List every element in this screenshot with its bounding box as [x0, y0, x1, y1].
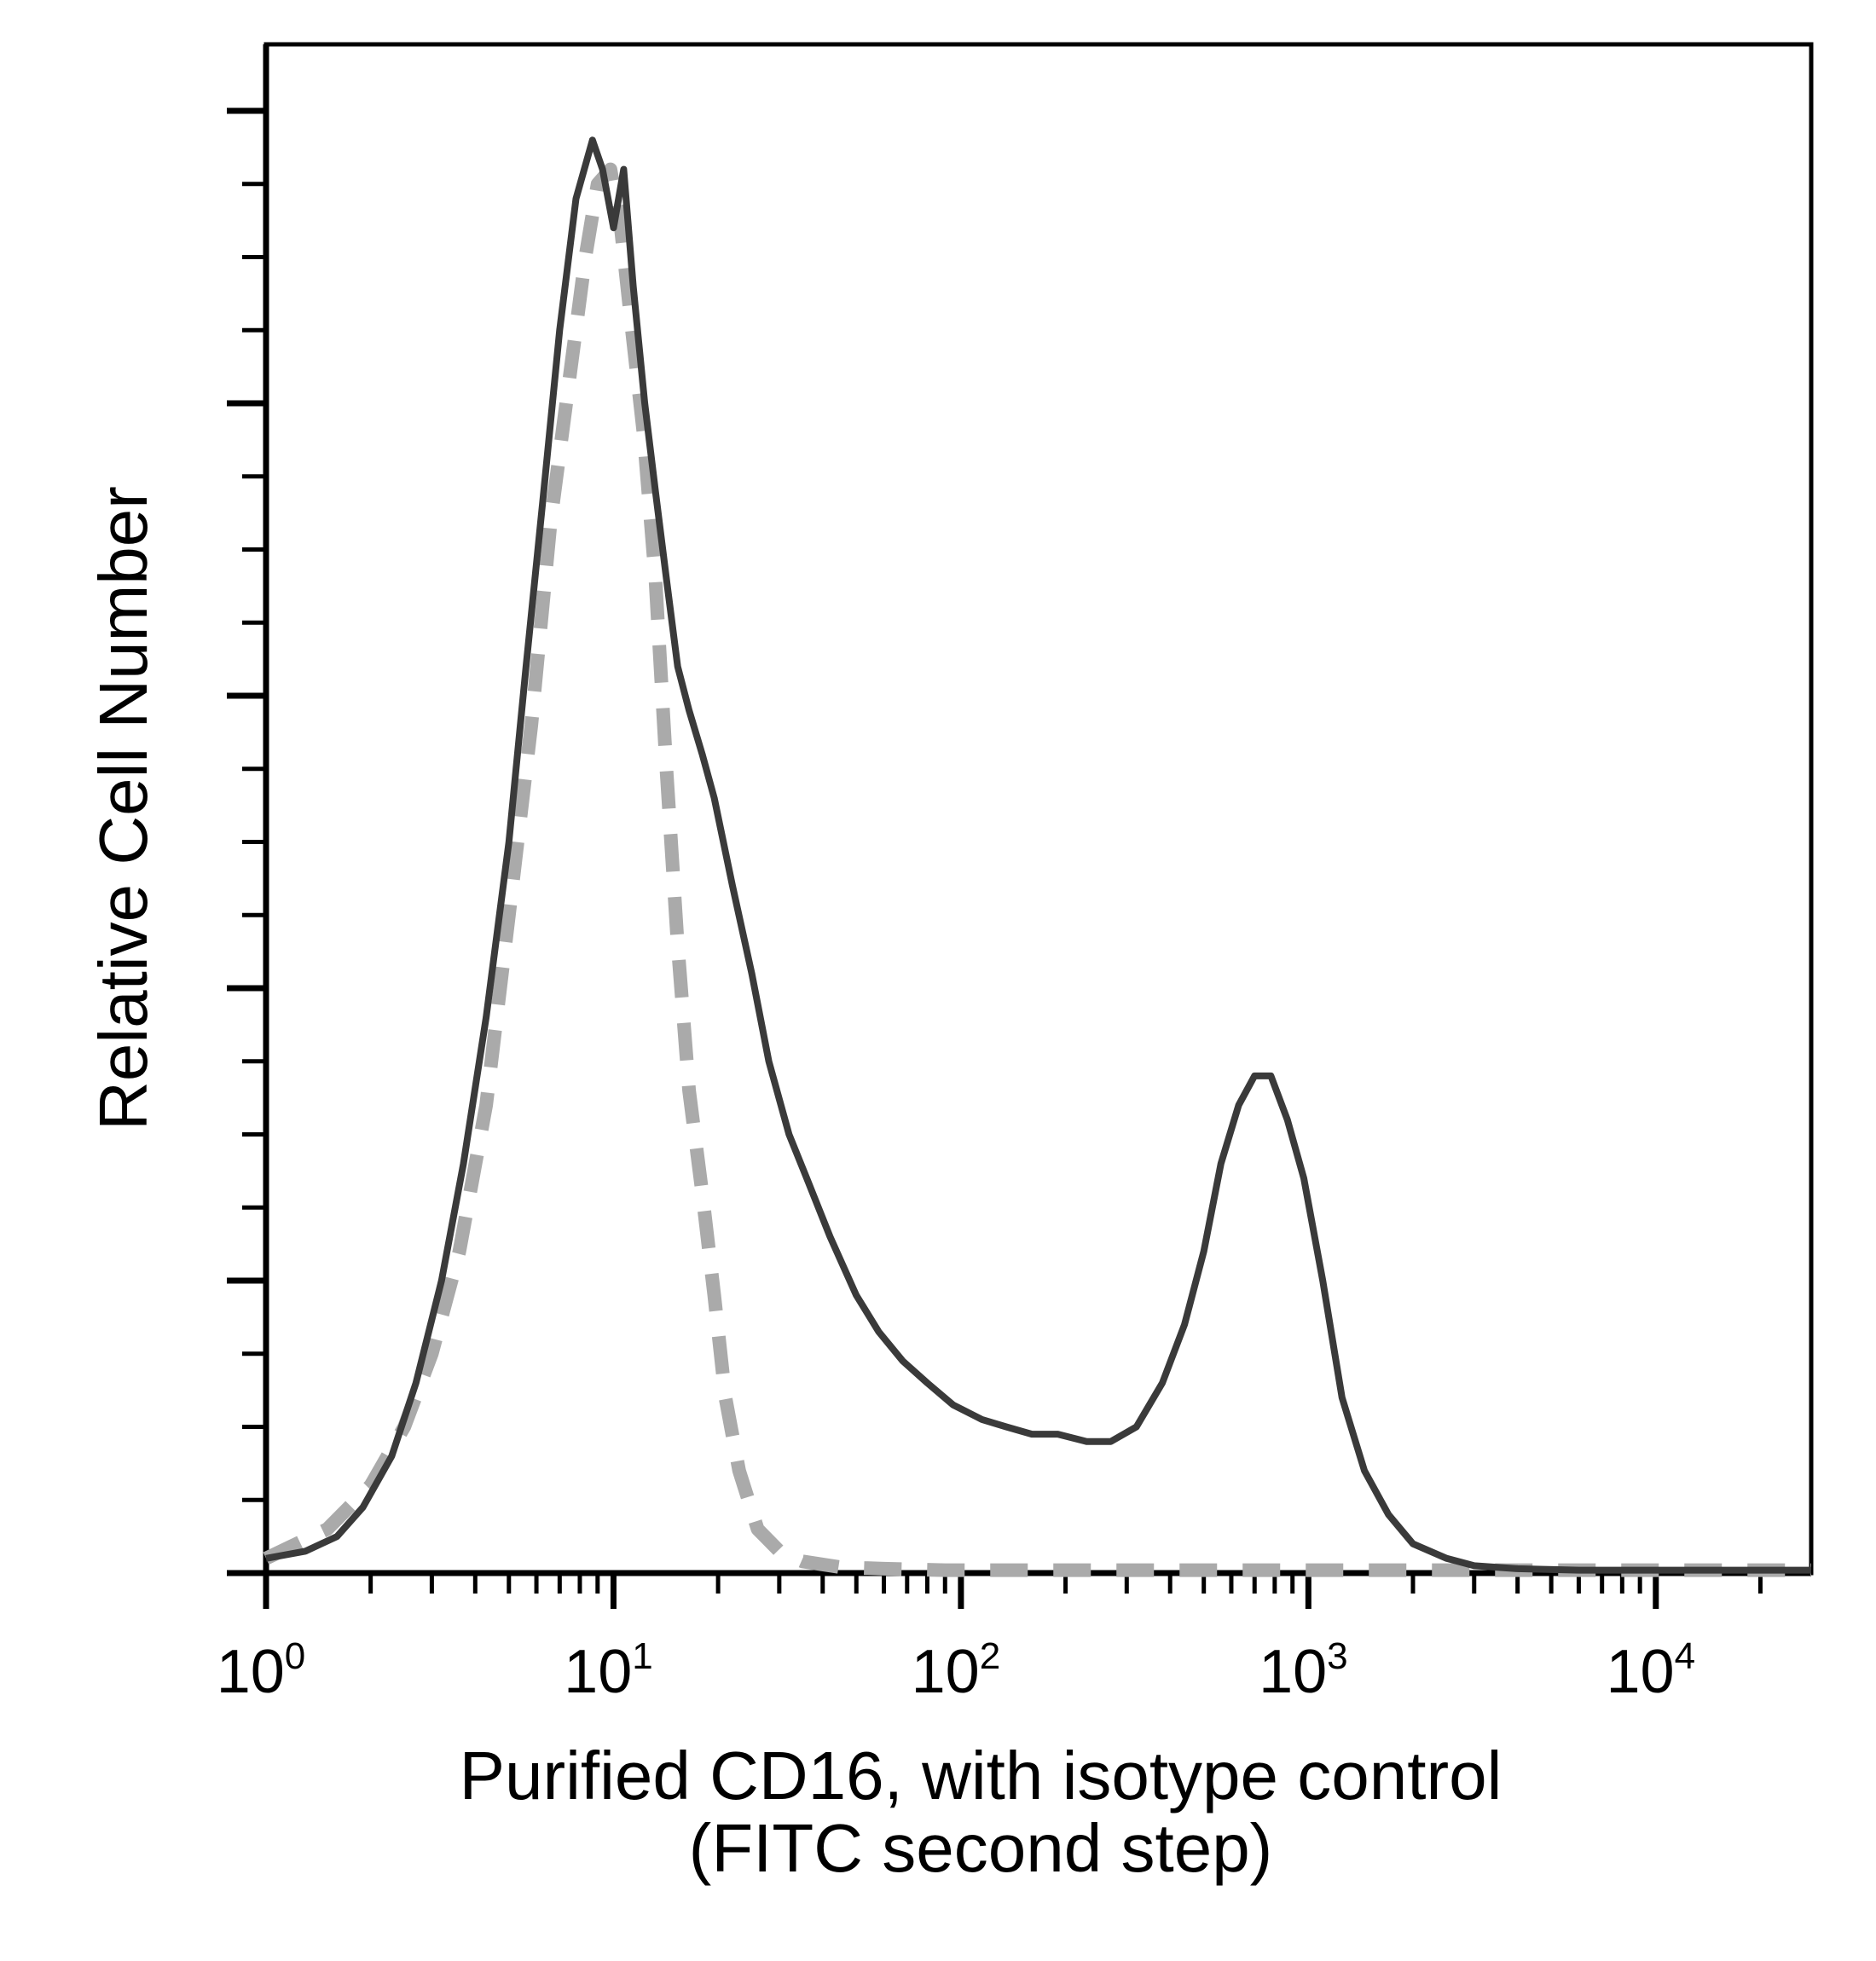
y-axis-ticks: [227, 107, 266, 1576]
x-tick-base: 10: [1259, 1638, 1327, 1706]
x-axis-tick-labels: 100 101 102 103 104: [217, 1635, 1695, 1706]
x-tick-exponent: 2: [980, 1635, 1000, 1677]
x-axis-title-line-1: Purified CD16, with isotype control: [460, 1738, 1503, 1813]
x-axis-title-line-2: (FITC second step): [689, 1810, 1273, 1886]
x-tick-label: 103: [1259, 1635, 1348, 1706]
plot-frame: [263, 42, 1814, 1576]
x-tick-base: 10: [217, 1638, 285, 1706]
x-tick-exponent: 4: [1675, 1635, 1695, 1677]
x-axis-ticks: [263, 1573, 1763, 1609]
x-tick-label: 102: [912, 1635, 1001, 1706]
x-tick-base: 10: [1607, 1638, 1675, 1706]
x-tick-exponent: 0: [285, 1635, 305, 1677]
x-tick-exponent: 3: [1327, 1635, 1347, 1677]
x-tick-base: 10: [912, 1638, 980, 1706]
x-tick-label: 100: [217, 1635, 306, 1706]
x-tick-exponent: 1: [632, 1635, 652, 1677]
y-axis-title: Relative Cell Number: [85, 486, 161, 1131]
isotype-control-curve: [263, 162, 1811, 1577]
series-group: [263, 136, 1811, 1577]
cd16-stained-curve: [265, 136, 1811, 1574]
x-tick-label: 101: [564, 1635, 653, 1706]
x-tick-label: 104: [1607, 1635, 1696, 1706]
x-tick-base: 10: [564, 1638, 632, 1706]
